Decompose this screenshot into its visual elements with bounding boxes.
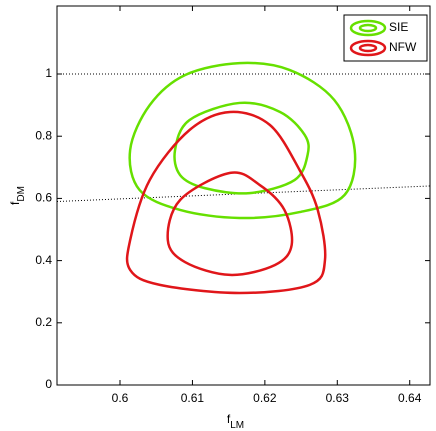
x-axis-label: fLM (227, 412, 244, 430)
x-tick-label: 0.64 (398, 391, 422, 405)
legend-label: SIE (389, 20, 408, 34)
y-label-main: f (8, 201, 22, 205)
legend-icon (349, 19, 387, 37)
plot-frame (56, 5, 431, 386)
contour (173, 101, 310, 195)
x-tick-label: 0.63 (326, 391, 350, 405)
legend-icon (358, 23, 378, 33)
legend-icon (349, 39, 387, 57)
y-tick-label: 1 (45, 66, 52, 80)
legend-icon (358, 43, 378, 53)
contour (166, 171, 294, 277)
x-tick-label: 0.6 (112, 391, 129, 405)
y-tick-label: 0.8 (35, 128, 52, 142)
contour (125, 110, 327, 295)
x-label-main: f (227, 412, 231, 426)
legend-label: NFW (389, 40, 417, 54)
y-label-sub: DM (16, 186, 27, 202)
x-tick-label: 0.61 (181, 391, 205, 405)
contour (128, 61, 357, 220)
y-tick-label: 0 (45, 377, 52, 391)
y-tick-label: 0.2 (35, 315, 52, 329)
x-label-sub: LM (230, 420, 244, 431)
y-tick-label: 0.4 (35, 253, 52, 267)
x-tick-label: 0.62 (253, 391, 277, 405)
y-tick-label: 0.6 (35, 191, 52, 205)
y-axis-label: fDM (8, 186, 26, 205)
